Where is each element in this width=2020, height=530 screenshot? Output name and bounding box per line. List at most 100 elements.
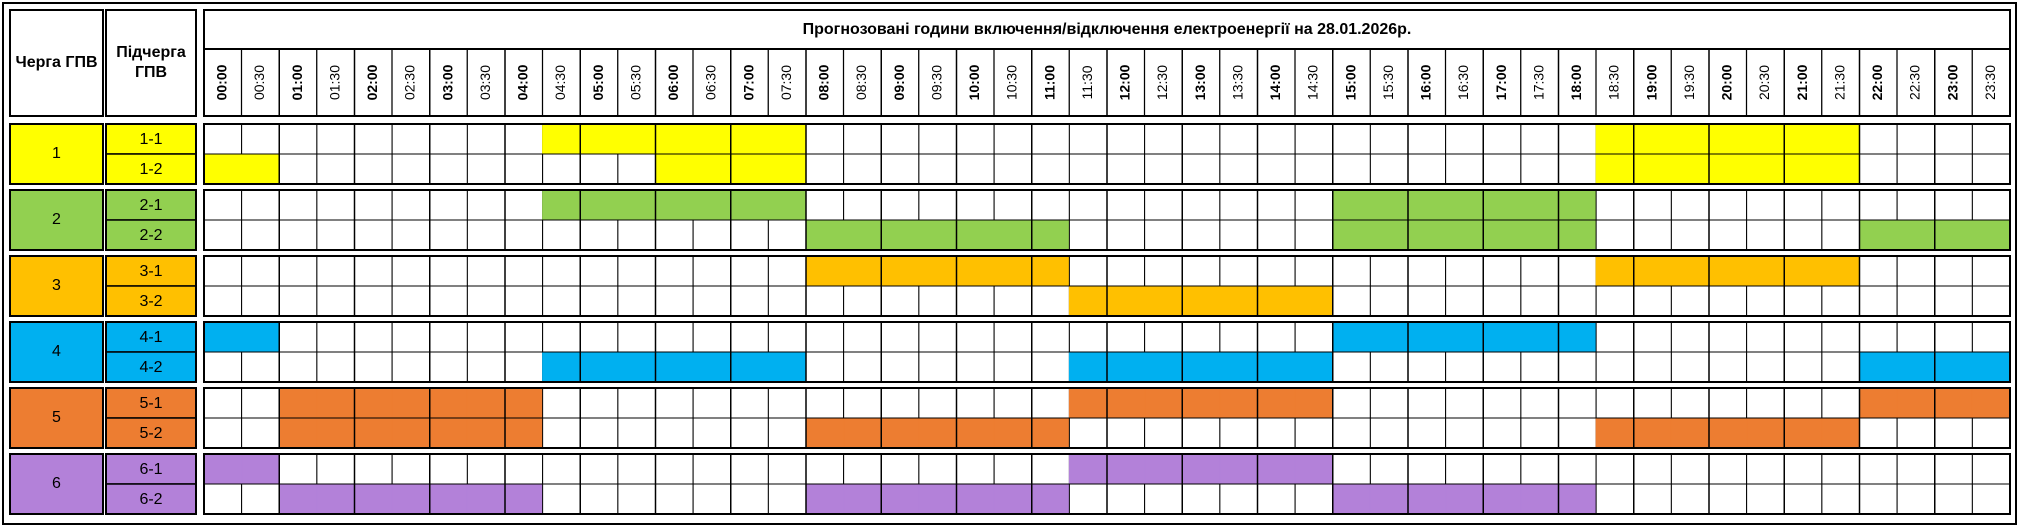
slot-cell	[956, 153, 995, 185]
group-label: 6	[52, 475, 61, 492]
slot-cell	[391, 189, 431, 221]
slot-cell	[1520, 285, 1559, 317]
slot-cell	[956, 417, 995, 449]
slot-cell	[730, 351, 769, 383]
slot-cell	[692, 387, 732, 419]
slot-cell	[1181, 351, 1221, 383]
group-cell	[9, 387, 104, 449]
slot-cell	[1407, 285, 1447, 317]
slot-cell	[1482, 417, 1522, 449]
slot-cell	[1821, 387, 1860, 419]
slot-cell	[579, 321, 619, 353]
time-header-cell	[1520, 48, 1559, 117]
slot-cell	[1859, 453, 1898, 485]
slot-cell	[1369, 387, 1409, 419]
slot-cell	[316, 189, 355, 221]
slot-cell	[1821, 351, 1860, 383]
time-label: 08:00	[816, 64, 832, 100]
slot-cell	[655, 417, 694, 449]
slot-cell	[1859, 123, 1898, 155]
slot-cell	[805, 255, 845, 287]
slot-cell	[956, 321, 995, 353]
slot-cell	[1633, 387, 1672, 419]
slot-cell	[1896, 417, 1936, 449]
slot-cell	[1294, 483, 1334, 515]
time-label: 23:00	[1944, 64, 1960, 100]
slot-cell	[918, 387, 957, 419]
slot-cell	[1445, 417, 1484, 449]
time-label: 06:00	[665, 64, 681, 100]
slot-cell	[1181, 219, 1221, 251]
slot-cell	[1068, 123, 1108, 155]
slot-cell	[1031, 153, 1070, 185]
slot-cell	[1934, 321, 1973, 353]
slot-cell	[1633, 321, 1672, 353]
slot-cell	[1558, 153, 1597, 185]
slot-cell	[617, 123, 656, 155]
slot-cell	[1783, 321, 1823, 353]
slot-cell	[1445, 219, 1484, 251]
slot-cell	[843, 255, 882, 287]
slot-cell	[1407, 219, 1447, 251]
slot-cell	[466, 483, 506, 515]
slot-cell	[1896, 453, 1936, 485]
slot-cell	[354, 387, 393, 419]
slot-cell	[1219, 123, 1258, 155]
slot-cell	[1670, 255, 1710, 287]
slot-cell	[391, 483, 431, 515]
subgroup-label: 5-2	[139, 425, 162, 442]
slot-cell	[1031, 189, 1070, 221]
slot-cell	[466, 219, 506, 251]
group-header: Черга ГПВ	[15, 54, 97, 71]
slot-cell	[579, 483, 619, 515]
slot-cell	[767, 483, 807, 515]
slot-cell	[767, 453, 807, 485]
block-border	[203, 255, 2011, 317]
block-border	[203, 123, 2011, 185]
slot-cell	[1294, 153, 1334, 185]
slot-cell	[316, 351, 355, 383]
slot-cell	[1407, 483, 1447, 515]
time-label: 00:30	[251, 65, 267, 100]
slot-cell	[542, 321, 581, 353]
slot-cell	[1332, 189, 1371, 221]
slot-cell	[1595, 453, 1635, 485]
slot-cell	[241, 189, 280, 221]
slot-cell	[1407, 453, 1447, 485]
slot-cell	[617, 255, 656, 287]
slot-cell	[1670, 351, 1710, 383]
slot-cell	[1257, 255, 1296, 287]
slot-cell	[993, 123, 1033, 155]
time-label: 22:30	[1907, 65, 1923, 100]
slot-cell	[956, 255, 995, 287]
title-cell	[203, 9, 2011, 50]
slot-cell	[1144, 351, 1183, 383]
slot-cell	[316, 219, 355, 251]
slot-cell	[1445, 255, 1484, 287]
slot-cell	[1369, 255, 1409, 287]
slot-cell	[354, 483, 393, 515]
slot-cell	[767, 123, 807, 155]
slot-cell	[617, 351, 656, 383]
slot-cell	[1219, 483, 1258, 515]
slot-cell	[692, 285, 732, 317]
slot-cell	[1859, 255, 1898, 287]
slot-cell	[1369, 219, 1409, 251]
slot-cell	[241, 123, 280, 155]
slot-cell	[1369, 123, 1409, 155]
slot-cell	[316, 453, 355, 485]
slot-cell	[1595, 387, 1635, 419]
slot-cell	[1369, 417, 1409, 449]
time-header-border	[203, 48, 2011, 117]
slot-cell	[993, 387, 1033, 419]
subgroup-border	[105, 189, 197, 251]
slot-cell	[542, 123, 581, 155]
slot-cell	[203, 321, 243, 353]
slot-cell	[1407, 351, 1447, 383]
slot-cell	[241, 255, 280, 287]
slot-cell	[655, 219, 694, 251]
slot-cell	[579, 387, 619, 419]
slot-cell	[1971, 483, 2011, 515]
slot-cell	[956, 123, 995, 155]
slot-cell	[655, 351, 694, 383]
